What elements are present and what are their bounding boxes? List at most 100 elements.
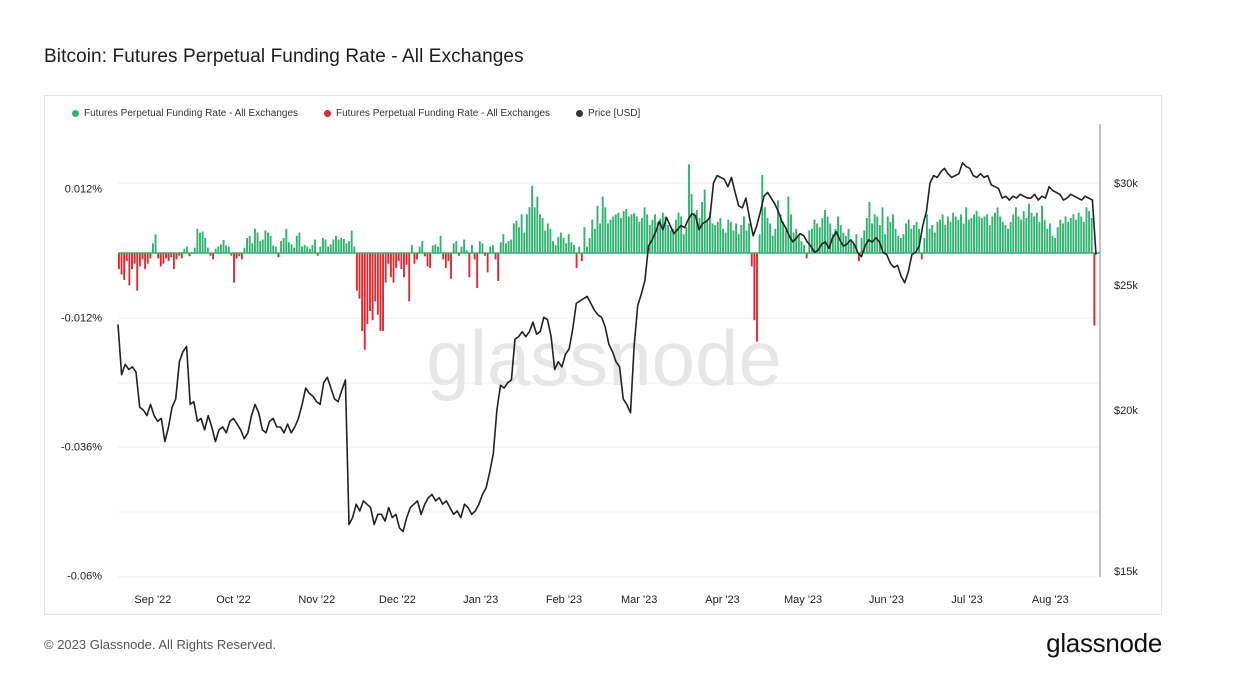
funding-bar-positive (881, 207, 884, 253)
funding-bar-negative (408, 253, 411, 302)
funding-bar-negative (920, 253, 923, 260)
chart-panel (44, 95, 1162, 615)
funding-bar-positive (711, 223, 714, 253)
funding-bar-positive (290, 244, 293, 253)
funding-bar-positive (980, 218, 983, 253)
funding-bar-positive (609, 219, 612, 253)
funding-bar-negative (484, 253, 486, 256)
funding-bar-negative (149, 253, 152, 259)
funding-bar-negative (157, 253, 160, 259)
funding-bar-negative (366, 253, 369, 324)
funding-bar-positive (337, 239, 340, 253)
funding-bar-positive (332, 239, 335, 253)
funding-bar-negative (392, 253, 395, 283)
funding-bar-negative (123, 253, 126, 280)
funding-bar-positive (897, 235, 900, 253)
funding-bar-positive (410, 244, 413, 253)
funding-bar-positive (892, 214, 894, 253)
funding-bar-positive (954, 216, 957, 253)
funding-bar-positive (962, 223, 965, 253)
funding-bar-positive (267, 232, 269, 253)
funding-bar-negative (159, 253, 162, 267)
funding-bar-positive (727, 219, 730, 253)
funding-bar-positive (960, 214, 962, 253)
funding-bar-positive (839, 225, 842, 253)
legend: Futures Perpetual Funding Rate - All Exc… (72, 108, 640, 119)
funding-bar-positive (729, 221, 732, 253)
funding-bar-positive (740, 225, 743, 253)
legend-item-funding-positive[interactable]: Futures Perpetual Funding Rate - All Exc… (72, 108, 298, 119)
funding-bar-positive (797, 234, 800, 253)
funding-bar-positive (478, 241, 481, 253)
funding-bar-positive (994, 212, 996, 253)
funding-bar-positive (518, 227, 520, 253)
funding-bar-positive (949, 221, 952, 253)
left-axis-tick-label: 0.012% (65, 184, 103, 196)
funding-bar-positive (1043, 219, 1046, 253)
funding-bar-positive (463, 239, 466, 253)
funding-bar-positive (724, 232, 727, 253)
funding-bar-positive (591, 219, 594, 253)
funding-bar-positive (928, 228, 931, 253)
funding-bar-positive (578, 246, 581, 253)
funding-bar-positive (465, 250, 468, 253)
funding-bar-positive (541, 218, 544, 253)
funding-bar-positive (703, 189, 706, 253)
funding-bar-positive (269, 235, 272, 253)
funding-bar-positive (973, 214, 975, 253)
funding-bar-positive (782, 221, 785, 253)
funding-bar-negative (146, 253, 149, 264)
funding-bar-positive (912, 225, 915, 253)
funding-bar-negative (423, 253, 426, 257)
funding-bar-positive (214, 248, 217, 253)
funding-bar-positive (923, 237, 926, 253)
funding-bar-positive (779, 214, 782, 253)
funding-bar-positive (910, 228, 913, 253)
funding-bar-positive (507, 241, 510, 253)
legend-label: Futures Perpetual Funding Rate - All Exc… (336, 108, 551, 119)
funding-bar-negative (162, 253, 165, 264)
funding-bar-positive (1017, 216, 1020, 253)
funding-bar-positive (1054, 237, 1057, 253)
funding-bar-negative (165, 253, 167, 259)
funding-bar-positive (763, 207, 766, 253)
funding-bar-positive (784, 230, 787, 253)
funding-bar-positive (682, 234, 685, 253)
funding-bar-positive (196, 228, 199, 253)
funding-bar-positive (826, 216, 829, 253)
x-axis-tick-label: Mar '23 (621, 594, 657, 606)
funding-bar-positive (256, 232, 259, 253)
funding-bar-positive (248, 235, 251, 253)
funding-bar-negative (403, 253, 405, 278)
legend-item-price[interactable]: Price [USD] (576, 108, 640, 119)
funding-bar-positive (573, 244, 575, 253)
x-axis-tick-label: May '23 (784, 594, 822, 606)
funding-bar-positive (489, 246, 492, 253)
funding-bar-positive (567, 234, 570, 253)
funding-bar-positive (978, 216, 981, 253)
funding-bar-positive (674, 219, 677, 253)
funding-bar-positive (554, 244, 557, 253)
funding-bar-positive (1046, 228, 1049, 253)
legend-item-funding-negative[interactable]: Futures Perpetual Funding Rate - All Exc… (324, 108, 550, 119)
funding-bar-positive (460, 246, 463, 253)
funding-bar-positive (643, 207, 646, 253)
funding-bar-positive (975, 211, 978, 253)
funding-bar-positive (745, 230, 748, 253)
funding-bar-positive (831, 234, 834, 253)
funding-bar-negative (426, 253, 429, 267)
funding-bar-positive (287, 242, 290, 253)
left-axis-tick-label: -0.012% (61, 313, 102, 325)
funding-bar-positive (421, 241, 424, 253)
funding-bar-positive (612, 216, 615, 253)
funding-bar-positive (706, 219, 709, 253)
funding-bar-positive (667, 225, 670, 253)
glassnode-logo[interactable]: glassnode (1046, 628, 1162, 658)
funding-bar-positive (199, 232, 201, 253)
funding-bar-positive (1051, 235, 1054, 253)
funding-bar-positive (306, 246, 309, 253)
funding-bar-negative (128, 253, 131, 286)
funding-bar-positive (669, 230, 672, 253)
funding-bar-negative (369, 253, 371, 312)
funding-bar-positive (264, 230, 267, 253)
